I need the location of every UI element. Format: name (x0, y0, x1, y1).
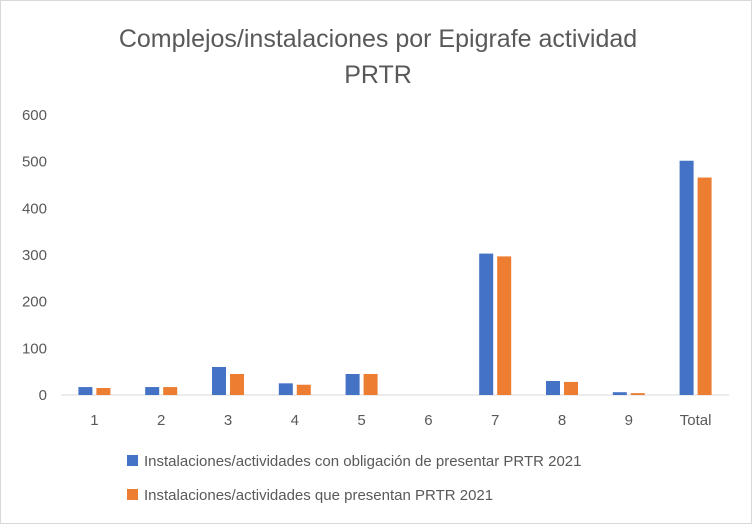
bar-series-1-cat-3 (212, 367, 226, 395)
y-axis-ticks: 0 100 200 300 400 500 600 (22, 107, 47, 404)
bar-series-2-cat-total (697, 177, 712, 395)
x-tick-label: 3 (224, 412, 232, 429)
legend-swatch-series-1 (127, 455, 138, 466)
chart-title-line-1: Complejos/instalaciones por Epigrafe act… (119, 25, 637, 53)
y-tick-label: 400 (22, 200, 47, 217)
x-tick-label: Total (680, 412, 712, 429)
legend-label-series-2: Instalaciones/actividades que presentan … (144, 487, 493, 504)
bar-series-2-cat-1 (96, 388, 111, 395)
x-tick-label: 5 (357, 412, 365, 429)
bar-series-1-cat-8 (546, 381, 560, 395)
x-tick-label: 6 (424, 412, 432, 429)
y-tick-label: 500 (22, 154, 47, 171)
chart-title-line-2: PRTR (344, 61, 412, 89)
bar-series-1-cat-7 (479, 253, 494, 395)
x-tick-label: 9 (625, 412, 633, 429)
y-tick-label: 0 (39, 387, 47, 404)
x-axis-ticks: 1 2 3 4 5 6 7 8 9 Total (90, 412, 711, 429)
bar-series-1-cat-4 (278, 383, 293, 395)
bar-series-1-cat-1 (78, 387, 93, 395)
legend-label-series-1: Instalaciones/actividades con obligación… (144, 453, 582, 470)
bars (78, 160, 712, 395)
y-tick-label: 300 (22, 247, 47, 264)
y-tick-label: 600 (22, 107, 47, 124)
bar-series-2-cat-5 (363, 374, 378, 395)
x-tick-label: 7 (491, 412, 499, 429)
x-tick-label: 2 (157, 412, 165, 429)
bar-series-1-cat-5 (345, 374, 360, 395)
x-tick-label: 8 (558, 412, 566, 429)
x-tick-label: 1 (90, 412, 98, 429)
bar-series-2-cat-9 (630, 393, 645, 395)
legend-swatch-series-2 (127, 489, 138, 500)
bar-series-2-cat-8 (564, 381, 578, 395)
bar-series-2-cat-3 (230, 374, 244, 395)
bar-series-1-cat-total (679, 160, 694, 395)
bar-series-1-cat-9 (612, 392, 627, 395)
bar-series-2-cat-2 (163, 387, 178, 395)
bar-series-2-cat-4 (296, 384, 311, 395)
y-tick-label: 100 (22, 340, 47, 357)
bar-series-2-cat-7 (497, 256, 512, 395)
x-tick-label: 4 (291, 412, 299, 429)
legend: Instalaciones/actividades con obligación… (127, 453, 582, 504)
y-tick-label: 200 (22, 294, 47, 311)
bar-series-1-cat-2 (145, 387, 160, 395)
